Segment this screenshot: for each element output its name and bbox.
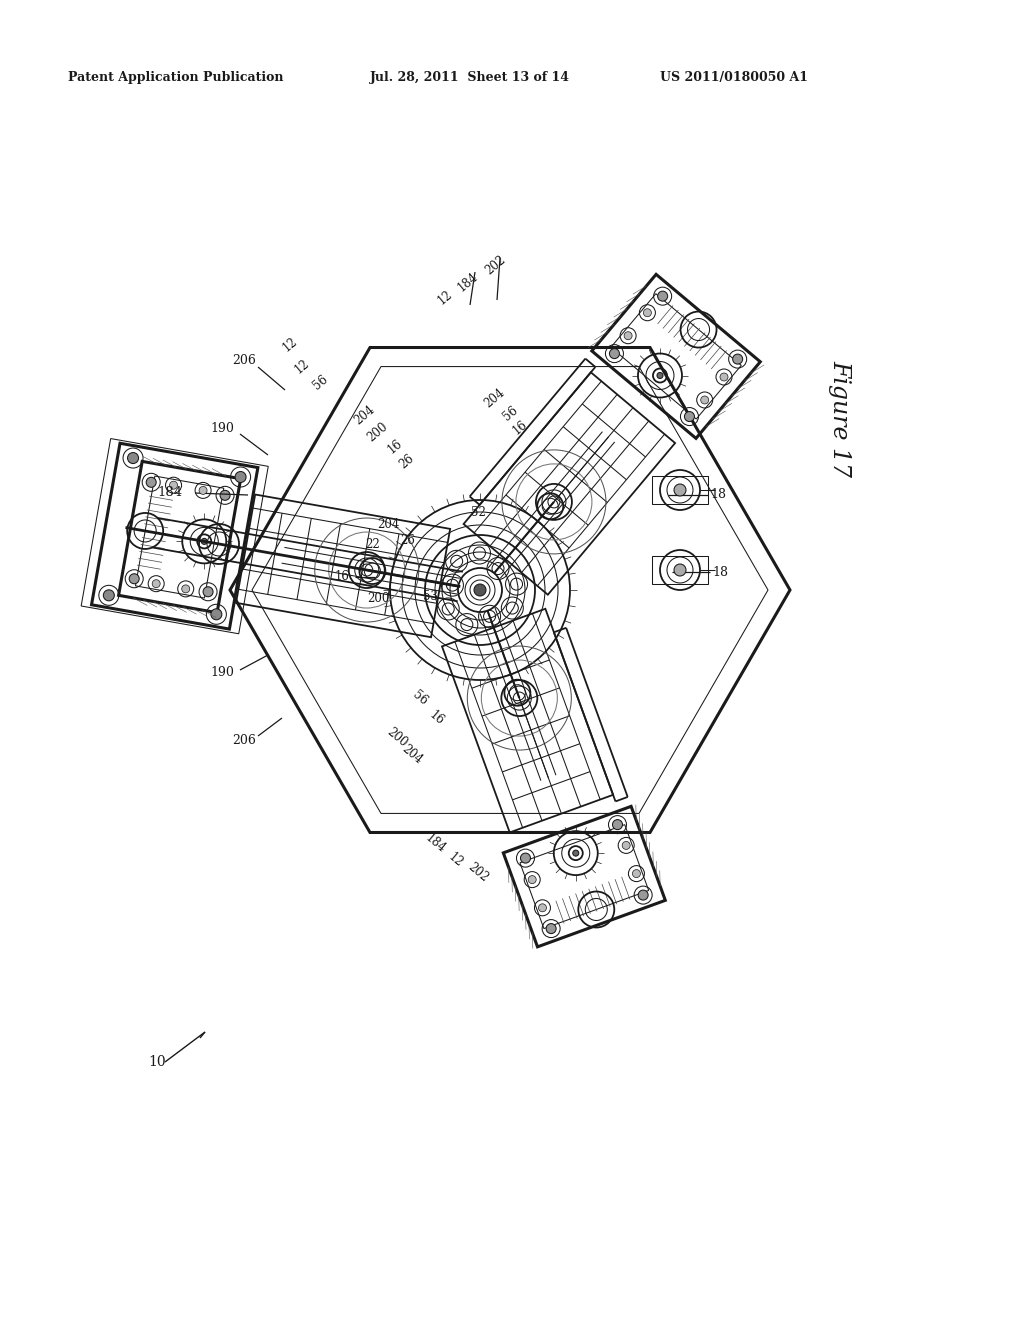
Circle shape	[128, 453, 138, 463]
Text: 10: 10	[148, 1055, 166, 1069]
Text: Patent Application Publication: Patent Application Publication	[68, 71, 284, 84]
Text: 53: 53	[423, 590, 437, 603]
Text: 16: 16	[427, 709, 446, 727]
Circle shape	[609, 348, 620, 359]
Text: Figure 17: Figure 17	[828, 360, 852, 477]
Circle shape	[638, 890, 648, 900]
Circle shape	[520, 853, 530, 863]
Text: 204: 204	[482, 385, 508, 411]
Text: 56: 56	[310, 372, 330, 392]
Circle shape	[546, 924, 556, 933]
Text: 26: 26	[400, 533, 416, 546]
Circle shape	[170, 482, 177, 490]
Circle shape	[146, 478, 157, 487]
Text: 12: 12	[435, 288, 455, 308]
Circle shape	[657, 292, 668, 301]
Circle shape	[674, 564, 686, 576]
Circle shape	[624, 331, 632, 339]
Circle shape	[129, 574, 139, 583]
Text: 190: 190	[210, 667, 233, 680]
Text: 200: 200	[366, 420, 391, 444]
Text: 16: 16	[385, 437, 404, 457]
Text: 56: 56	[500, 403, 520, 422]
Circle shape	[700, 396, 709, 404]
Circle shape	[720, 374, 728, 381]
Circle shape	[474, 583, 486, 597]
Circle shape	[203, 587, 213, 597]
Text: 202: 202	[465, 859, 490, 884]
Text: 12: 12	[281, 335, 300, 355]
Circle shape	[220, 490, 230, 500]
Circle shape	[732, 354, 742, 364]
Text: 22: 22	[366, 539, 380, 552]
Circle shape	[103, 590, 115, 601]
Text: 206: 206	[232, 354, 256, 367]
Circle shape	[633, 870, 640, 878]
Circle shape	[528, 875, 537, 883]
Text: 184: 184	[158, 487, 182, 499]
Text: 200: 200	[367, 591, 389, 605]
Circle shape	[674, 484, 686, 496]
Text: 18: 18	[710, 488, 726, 502]
Circle shape	[236, 471, 246, 483]
Text: 12: 12	[292, 358, 312, 376]
Text: 204: 204	[352, 403, 378, 428]
Circle shape	[684, 412, 694, 421]
Text: 12: 12	[446, 850, 466, 870]
Circle shape	[572, 850, 579, 857]
Circle shape	[539, 904, 547, 912]
Circle shape	[643, 309, 651, 317]
Text: 204: 204	[377, 519, 399, 532]
Text: 18: 18	[712, 565, 728, 578]
Circle shape	[623, 841, 630, 849]
Circle shape	[153, 579, 160, 587]
Text: 16: 16	[335, 570, 349, 583]
Text: 202: 202	[482, 253, 508, 277]
Circle shape	[657, 372, 663, 379]
Text: 190: 190	[210, 421, 233, 434]
Text: 26: 26	[397, 453, 417, 471]
Text: Jul. 28, 2011  Sheet 13 of 14: Jul. 28, 2011 Sheet 13 of 14	[370, 71, 570, 84]
Circle shape	[199, 486, 207, 495]
Text: 16: 16	[510, 418, 529, 438]
Text: US 2011/0180050 A1: US 2011/0180050 A1	[660, 71, 808, 84]
Text: 204: 204	[399, 743, 425, 767]
Circle shape	[211, 609, 222, 620]
Circle shape	[181, 585, 189, 593]
Text: 52: 52	[471, 506, 485, 519]
Circle shape	[612, 820, 623, 830]
Text: 200: 200	[384, 726, 410, 750]
Circle shape	[202, 539, 207, 544]
Text: 56: 56	[410, 688, 430, 708]
Text: 184: 184	[456, 269, 480, 294]
Text: 184: 184	[422, 830, 447, 855]
Text: 206: 206	[232, 734, 256, 747]
